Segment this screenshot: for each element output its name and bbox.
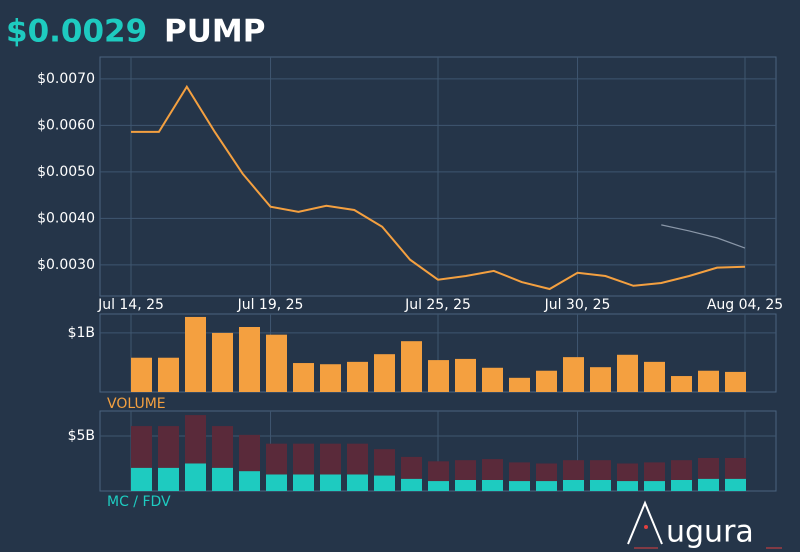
mc-fdv-bar — [698, 478, 719, 491]
y-tick-label: $0.0040 — [37, 210, 95, 226]
logo-dot — [644, 525, 648, 529]
mc-fdv-bar — [563, 479, 584, 491]
volume-bar — [239, 327, 260, 392]
volume-bar — [671, 376, 692, 392]
volume-bar — [590, 367, 611, 392]
volume-bar — [536, 370, 557, 392]
volume-bar — [293, 363, 314, 392]
mc-fdv-bar — [617, 481, 638, 491]
mc-fdv-bar — [401, 478, 422, 491]
symbol-header: PUMP — [164, 14, 265, 50]
volume-bar — [158, 357, 179, 392]
price-header: $0.0029 — [6, 14, 147, 50]
price-line — [661, 224, 746, 249]
x-tick-label: Jul 14, 25 — [97, 297, 164, 313]
mc-fdv-bar — [455, 479, 476, 491]
mc-fdv-bar — [212, 467, 233, 491]
y-tick-label: $0.0030 — [37, 257, 95, 273]
x-tick-label: Aug 04, 25 — [707, 297, 783, 313]
mc-fdv-bar — [482, 479, 503, 491]
volume-bar — [131, 357, 152, 392]
mc-fdv-bar — [158, 467, 179, 491]
volume-bar — [212, 332, 233, 392]
x-tick-label: Jul 25, 25 — [404, 297, 471, 313]
volume-bar — [698, 370, 719, 392]
mc-fdv-bar — [320, 474, 341, 491]
volume-bar — [617, 354, 638, 392]
panel-label: MC / FDV — [107, 494, 171, 510]
logo-mark — [627, 500, 663, 545]
volume-bar — [266, 334, 287, 392]
x-tick-label: Jul 30, 25 — [544, 297, 611, 313]
volume-bar — [509, 377, 530, 392]
volume-bar — [455, 358, 476, 392]
mc-fdv-bar — [131, 467, 152, 491]
panel-label: VOLUME — [107, 396, 166, 412]
mc-fdv-bar — [428, 481, 449, 491]
y-tick-label: $0.0070 — [37, 71, 95, 87]
y-tick-label: $0.0050 — [37, 164, 95, 180]
volume-bar — [563, 357, 584, 392]
mc-fdv-bar — [671, 479, 692, 491]
volume-bar — [347, 361, 368, 392]
mc-fdv-bar — [239, 471, 260, 491]
mc-fdv-bar — [185, 463, 206, 491]
mc-fdv-bar — [644, 481, 665, 491]
volume-bar — [725, 371, 746, 392]
y-tick-label: $1B — [68, 325, 95, 341]
logo: ugura — [627, 500, 782, 550]
volume-bar — [401, 341, 422, 392]
mc-fdv-bar — [293, 474, 314, 491]
mc-fdv-bar — [347, 474, 368, 491]
volume-bar — [320, 364, 341, 392]
y-tick-label: $5B — [68, 428, 95, 444]
volume-bar — [374, 354, 395, 392]
mc-fdv-bar — [266, 474, 287, 491]
volume-bar — [644, 361, 665, 392]
logo-text: ugura — [666, 515, 754, 550]
volume-bar — [428, 360, 449, 392]
x-tick-label: Jul 19, 25 — [237, 297, 304, 313]
mc-fdv-bar — [536, 481, 557, 491]
mc-fdv-bar — [509, 481, 530, 491]
volume-bar — [185, 316, 206, 392]
y-tick-label: $0.0060 — [37, 117, 95, 133]
mc-fdv-bar — [590, 479, 611, 491]
mc-fdv-bar — [725, 478, 746, 491]
volume-bar — [482, 367, 503, 392]
mc-fdv-bar — [374, 475, 395, 491]
price-line — [131, 84, 746, 291]
